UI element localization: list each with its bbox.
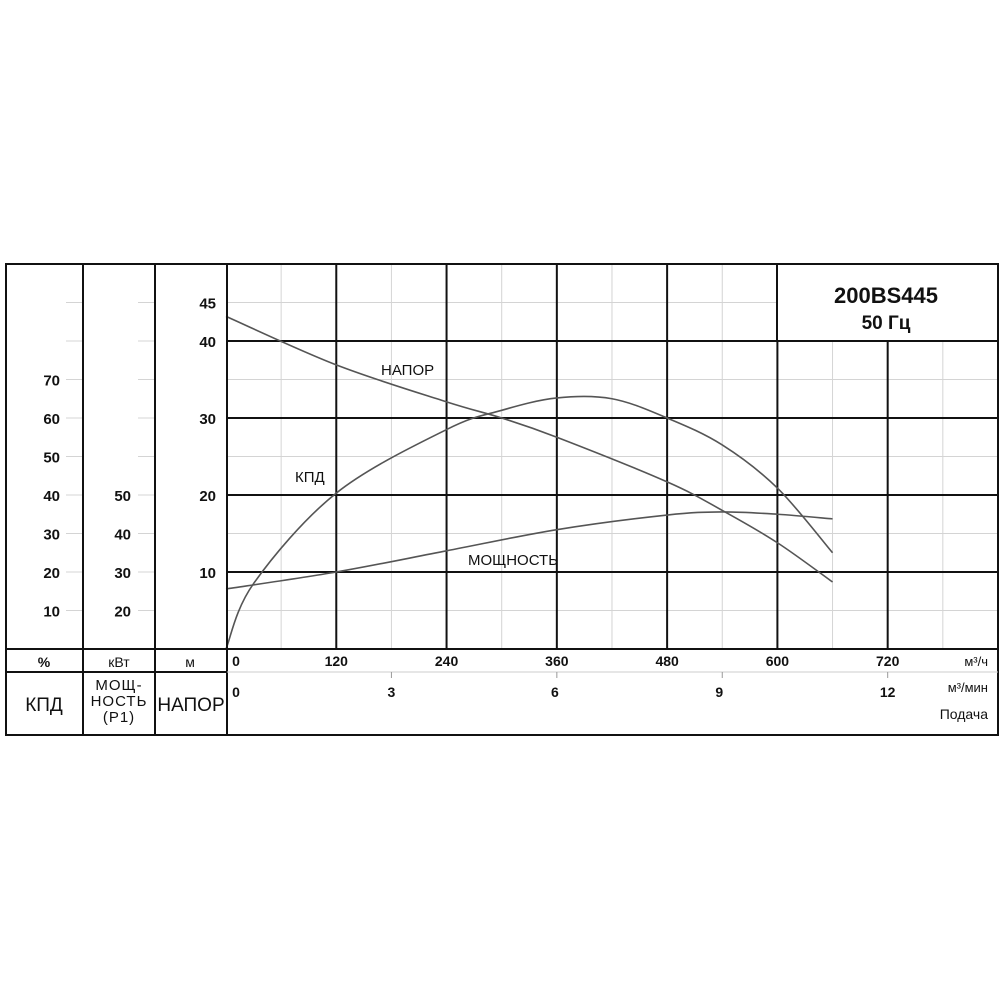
x-tick-label: 360 [545,653,569,669]
x-tick-label: 720 [876,653,900,669]
head-tick-label: 40 [199,334,216,351]
power-tick-label: 40 [114,527,131,544]
x2-tick-label: 9 [715,684,723,700]
head-tick-label: 30 [199,411,216,428]
eff-tick-label: 70 [43,373,60,390]
power-axis-title: (P1) [103,709,135,726]
head-axis-title: НАПОР [157,695,224,716]
power-axis-title: НОСТЬ [91,693,148,710]
series-label-eff: КПД [295,469,325,486]
eff-unit: % [38,654,51,670]
series-label-head: НАПОР [381,362,434,379]
x-unit-primary: м³/ч [964,654,988,669]
eff-tick-label: 10 [43,604,60,621]
x2-tick-label: 3 [388,684,396,700]
power-tick-label: 20 [114,604,131,621]
eff-tick-label: 30 [43,527,60,544]
eff-tick-label: 40 [43,488,60,505]
series-line-0 [225,315,834,583]
eff-tick-label: 20 [43,565,60,582]
frame [5,263,999,736]
chart-subtitle: 50 Гц [862,313,911,334]
chart-title: 200BS445 [834,283,938,308]
power-unit: кВт [108,654,130,670]
eff-tick-label: 60 [43,411,60,428]
x-tick-label: 600 [766,653,790,669]
eff-axis-title: КПД [25,695,63,716]
head-unit: м [185,654,195,670]
x-unit-secondary: м³/мин [948,680,988,695]
head-tick-label: 10 [199,565,216,582]
x-tick-label: 480 [655,653,679,669]
x2-tick-label: 0 [232,684,240,700]
series-line-1 [225,395,834,650]
outer-border [5,263,999,736]
head-tick-label: 20 [199,488,216,505]
x-tick-label: 240 [435,653,459,669]
head-tick-label: 45 [199,296,216,313]
x-tick-label: 0 [232,653,240,669]
series-line-2 [225,511,833,590]
x-axis-title: Подача [940,706,988,722]
power-axis-title: МОЩ- [95,677,142,694]
title-box [778,265,997,340]
power-tick-label: 30 [114,565,131,582]
series-label-power: МОЩНОСТЬ [468,552,558,569]
x2-tick-label: 12 [880,684,896,700]
curves [225,315,834,650]
power-tick-label: 50 [114,488,131,505]
x-tick-label: 120 [325,653,349,669]
eff-tick-label: 50 [43,450,60,467]
labels: НАПОРКПДМОЩНОСТЬ102030404520304050102030… [25,296,988,727]
x2-tick-label: 6 [551,684,559,700]
